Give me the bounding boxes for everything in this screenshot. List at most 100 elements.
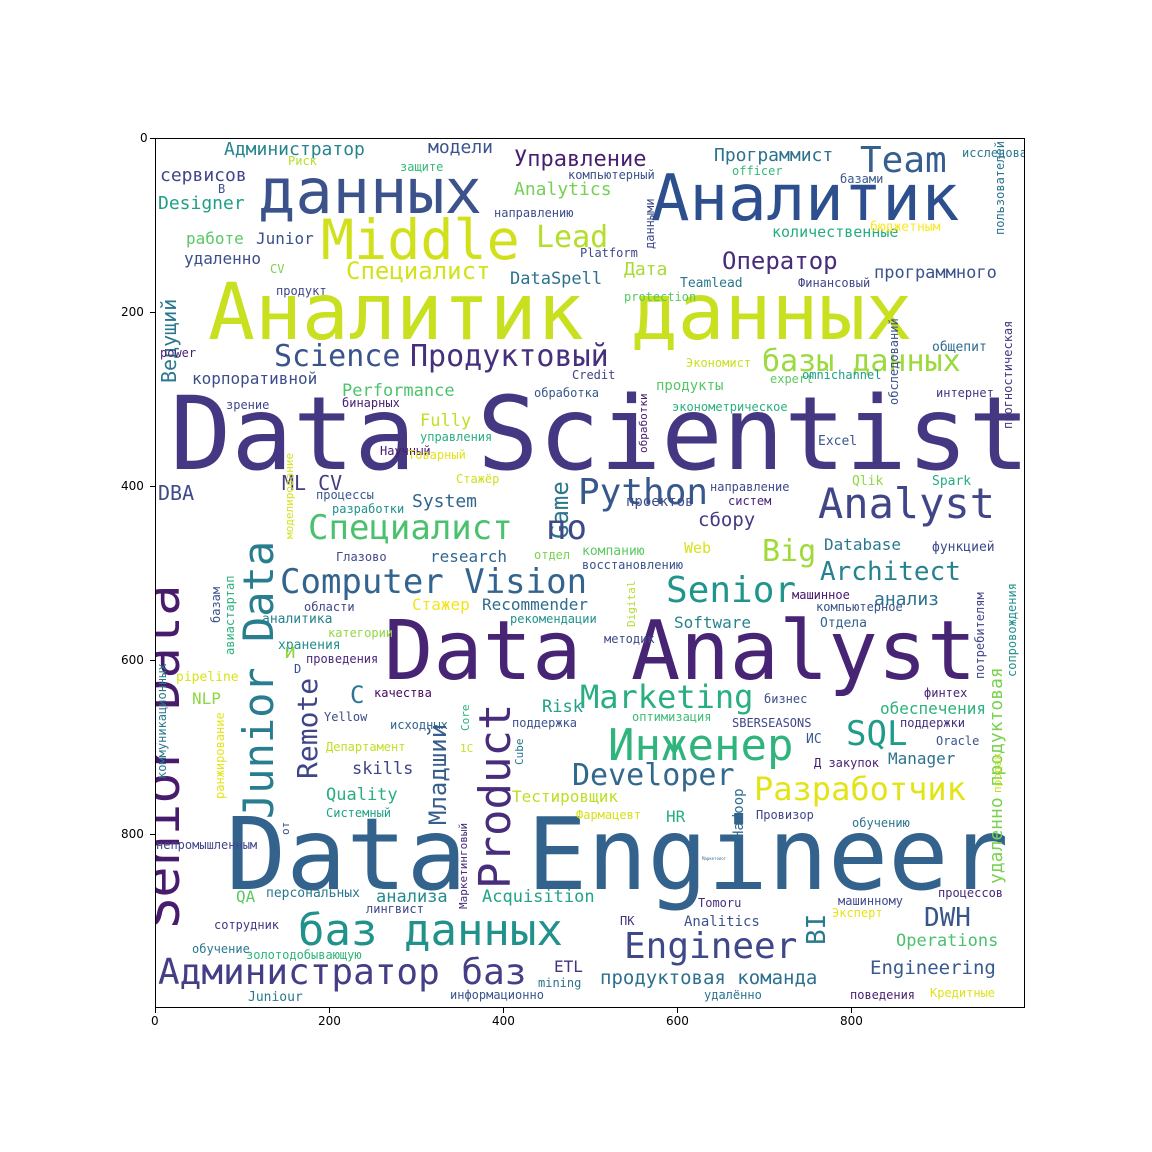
word: Team (860, 140, 947, 181)
word: обучение (192, 942, 250, 956)
word: Отдела (820, 616, 867, 631)
word: сбору (698, 509, 756, 531)
word: Специалист (308, 508, 513, 548)
word: лингвист (366, 902, 424, 916)
word: DataSpell (510, 269, 603, 289)
word: power (160, 346, 197, 360)
word: Junior Data (234, 540, 283, 819)
word: количественные (772, 223, 899, 241)
word: Fully (420, 411, 472, 431)
word: Риск (288, 154, 317, 168)
word: поведения (850, 988, 916, 1002)
y-tick-label: 200 (121, 305, 144, 319)
word: Кредитные (930, 986, 996, 1000)
word: Продуктовый (410, 339, 609, 374)
word: Architect (820, 557, 961, 587)
word: Middle (321, 208, 520, 272)
word: Разработчик (754, 770, 966, 808)
word: protection (624, 290, 697, 304)
word: Стажёр (456, 472, 500, 486)
word: Data Analyst (384, 604, 977, 699)
word: компьютерный (568, 168, 655, 182)
word: Platform (580, 246, 638, 260)
word: исследования (962, 146, 1025, 160)
word: обеспечения (880, 699, 986, 718)
word: research (430, 547, 508, 566)
word: System (412, 491, 478, 512)
word: бизнес (764, 692, 808, 706)
word: Data Engineer (226, 796, 1009, 913)
word: финтех (924, 686, 968, 700)
word: Manager (888, 749, 956, 768)
word: Data Scientist (170, 375, 1025, 494)
word: систем (728, 494, 772, 508)
word: поддержки (900, 716, 966, 730)
word: удалённо (704, 988, 762, 1002)
x-tick-label: 600 (666, 1014, 689, 1028)
y-tick-label: 400 (121, 479, 144, 493)
word: работе (186, 229, 244, 248)
word: сотрудник (214, 918, 280, 932)
word: С (350, 681, 365, 709)
word: управления (420, 430, 493, 444)
word: области (304, 600, 355, 614)
word: сервисов (160, 165, 247, 186)
word: отдел (534, 548, 571, 562)
word: Big (762, 534, 817, 569)
word: качества (374, 686, 432, 700)
word: Engineer (624, 926, 798, 967)
word: ИС (806, 732, 822, 747)
word: BI (802, 913, 832, 945)
word: Фармацевт (576, 808, 642, 822)
word: Software (674, 613, 752, 632)
word: корпоративной (192, 369, 318, 388)
word: Оператор (722, 247, 838, 275)
word: процессов (938, 886, 1004, 900)
word: Web (684, 539, 712, 557)
x-tick-label: 0 (151, 1014, 159, 1028)
y-tick-label: 0 (140, 131, 148, 145)
word: CV (270, 262, 285, 276)
word: NLP (192, 689, 221, 708)
word: функцией (932, 540, 995, 555)
word: по (546, 508, 587, 548)
word: непромышленным (156, 838, 258, 852)
x-tick-label: 400 (492, 1014, 515, 1028)
word: Computer Vision (280, 562, 588, 602)
word: DWH (924, 903, 971, 933)
word: обучению (852, 816, 910, 830)
word: Junior (256, 229, 314, 248)
word: Performance (342, 381, 455, 401)
x-tick-label: 200 (318, 1014, 341, 1028)
word: данными (643, 198, 657, 249)
word: Специалист (346, 257, 491, 285)
word: защите (400, 160, 444, 174)
word: D (294, 662, 302, 676)
word: Провизор (756, 808, 814, 822)
word: Системный (326, 806, 392, 820)
word: методик (604, 632, 655, 646)
word: Стажер (412, 595, 470, 614)
word: авиастартап (223, 575, 237, 655)
word: ETL (554, 957, 583, 976)
word: коммуникационных (155, 663, 169, 779)
word: ML CV (282, 471, 343, 495)
word: проведения (306, 652, 379, 666)
word: Экономист (686, 356, 752, 370)
word: анализ (874, 589, 940, 610)
word: обработка (534, 386, 600, 400)
word: Научный (380, 444, 431, 458)
word: базам (209, 586, 223, 623)
word: проектов (626, 494, 694, 510)
word: продуктовая команда (600, 967, 818, 989)
word: Маркетолог (702, 856, 727, 861)
word: Digital (625, 580, 638, 627)
word: officer (732, 164, 783, 178)
word-cloud-image: Data Scientist Data Engineer Data Analys… (155, 138, 1025, 1008)
word: сопровождения (1005, 583, 1019, 677)
word: Credit (572, 368, 616, 382)
word: рекомендации (510, 612, 597, 626)
word: Recommender (482, 595, 588, 614)
word: разработки (332, 502, 405, 516)
word: интернет (936, 386, 994, 400)
